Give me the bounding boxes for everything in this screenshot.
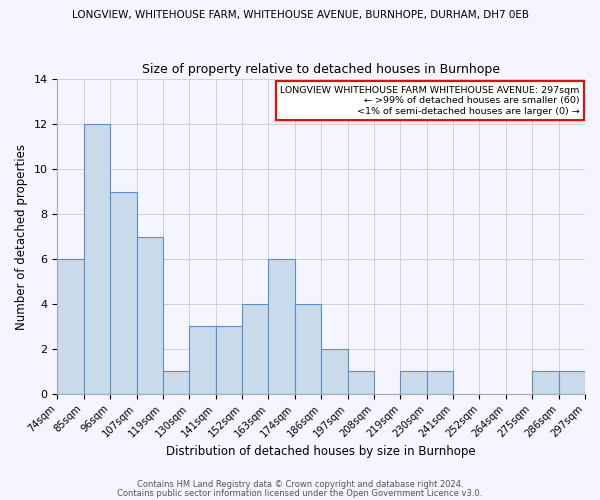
Bar	[163, 371, 190, 394]
Title: Size of property relative to detached houses in Burnhope: Size of property relative to detached ho…	[142, 62, 500, 76]
Bar	[321, 348, 347, 394]
Text: LONGVIEW WHITEHOUSE FARM WHITEHOUSE AVENUE: 297sqm
← >99% of detached houses are: LONGVIEW WHITEHOUSE FARM WHITEHOUSE AVEN…	[280, 86, 580, 116]
Bar	[84, 124, 110, 394]
Text: Contains public sector information licensed under the Open Government Licence v3: Contains public sector information licen…	[118, 488, 482, 498]
Bar	[137, 236, 163, 394]
Bar	[400, 371, 427, 394]
Bar	[58, 259, 84, 394]
Text: LONGVIEW, WHITEHOUSE FARM, WHITEHOUSE AVENUE, BURNHOPE, DURHAM, DH7 0EB: LONGVIEW, WHITEHOUSE FARM, WHITEHOUSE AV…	[71, 10, 529, 20]
Bar	[190, 326, 215, 394]
Bar	[532, 371, 559, 394]
Bar	[559, 371, 585, 394]
Bar	[427, 371, 453, 394]
Bar	[268, 259, 295, 394]
X-axis label: Distribution of detached houses by size in Burnhope: Distribution of detached houses by size …	[166, 444, 476, 458]
Bar	[242, 304, 268, 394]
Text: Contains HM Land Registry data © Crown copyright and database right 2024.: Contains HM Land Registry data © Crown c…	[137, 480, 463, 489]
Bar	[347, 371, 374, 394]
Bar	[110, 192, 137, 394]
Y-axis label: Number of detached properties: Number of detached properties	[15, 144, 28, 330]
Bar	[295, 304, 321, 394]
Bar	[215, 326, 242, 394]
